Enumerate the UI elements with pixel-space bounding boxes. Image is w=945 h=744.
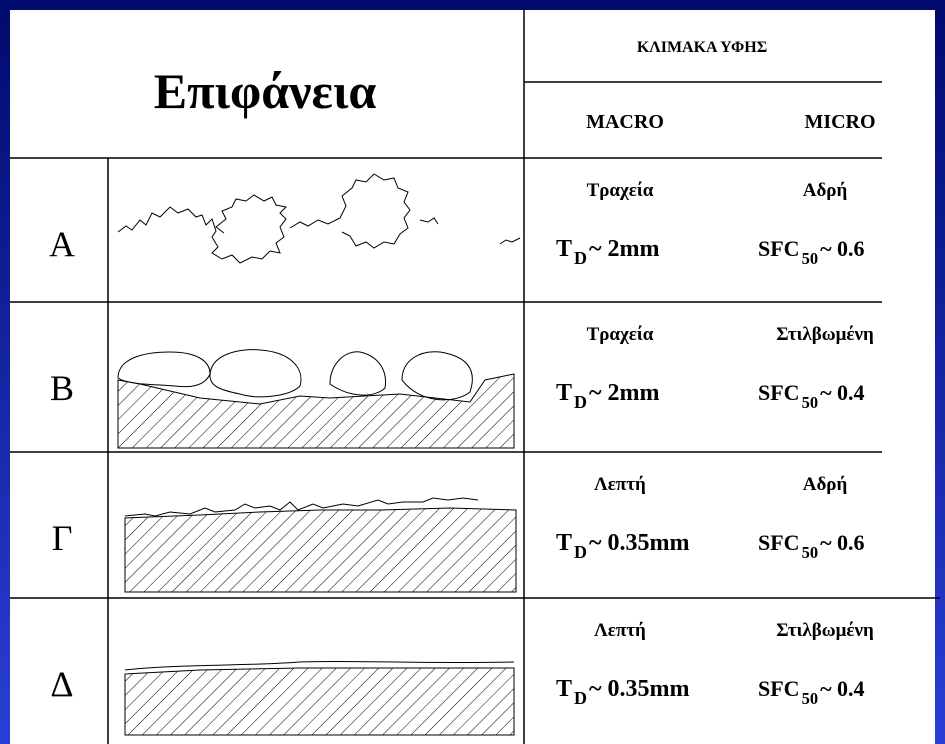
micro-value: ~ 0.4 (820, 380, 864, 405)
row-label: Γ (52, 518, 73, 558)
macro-name: Τραχεία (587, 324, 654, 345)
macro-subscript: D (574, 542, 587, 562)
macro-value: ~ 0.35mm (589, 676, 689, 702)
scale-header: ΚΛΙΜΑΚΑ ΥΦΗΣ (637, 39, 767, 56)
macro-value: ~ 0.35mm (589, 530, 689, 556)
micro-value: ~ 0.6 (820, 530, 864, 555)
row-label: Δ (50, 664, 73, 704)
macro-symbol: T (556, 236, 572, 262)
macro-subscript: D (574, 248, 587, 268)
micro-symbol: SFC (758, 380, 800, 405)
macro-name: Τραχεία (587, 180, 654, 201)
micro-value: ~ 0.6 (820, 236, 864, 261)
macro-subscript: D (574, 392, 587, 412)
macro-header: MACRO (586, 111, 664, 133)
micro-name: Αδρή (803, 180, 848, 201)
title: Επιφάνεια (154, 63, 377, 119)
micro-subscript: 50 (802, 249, 819, 268)
row-label: Α (49, 224, 75, 264)
macro-name: Λεπτή (594, 474, 646, 495)
macro-name: Λεπτή (594, 620, 646, 641)
micro-name: Στιλβωμένη (776, 620, 874, 641)
micro-header: MICRO (804, 111, 875, 133)
macro-symbol: T (556, 676, 572, 702)
slide: Επιφάνεια ΚΛΙΜΑΚΑ ΥΦΗΣ MACRO MICRO Α Τραχ… (0, 0, 945, 744)
profile-d (125, 661, 514, 735)
macro-symbol: T (556, 530, 572, 556)
micro-value: ~ 0.4 (820, 676, 864, 701)
micro-symbol: SFC (758, 530, 800, 555)
macro-symbol: T (556, 380, 572, 406)
macro-subscript: D (574, 688, 587, 708)
micro-subscript: 50 (802, 543, 819, 562)
micro-name: Αδρή (803, 474, 848, 495)
micro-name: Στιλβωμένη (776, 324, 874, 345)
macro-value: ~ 2mm (589, 380, 659, 406)
micro-symbol: SFC (758, 676, 800, 701)
micro-subscript: 50 (802, 689, 819, 708)
micro-subscript: 50 (802, 393, 819, 412)
row-label: Β (50, 368, 74, 408)
macro-value: ~ 2mm (589, 236, 659, 262)
micro-symbol: SFC (758, 236, 800, 261)
